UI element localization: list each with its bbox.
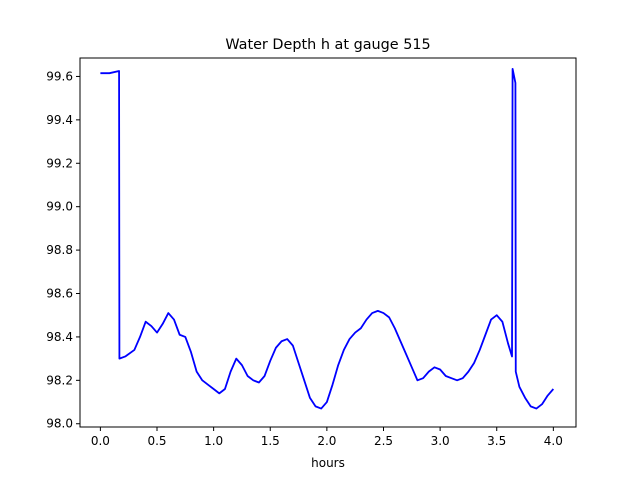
x-axis-label: hours (311, 456, 345, 470)
x-tick-label: 1.0 (204, 434, 223, 448)
axes-frame (79, 57, 577, 428)
y-tick-label: 98.8 (46, 243, 73, 257)
x-tick-label: 2.0 (317, 434, 336, 448)
y-tick-label: 98.4 (46, 330, 73, 344)
y-tick-label: 98.2 (46, 373, 73, 387)
y-tick-label: 99.0 (46, 200, 73, 214)
y-tick-label: 99.4 (46, 113, 73, 127)
x-tick-label: 2.5 (374, 434, 393, 448)
plot-area (100, 67, 555, 410)
x-axis-ticks: 0.0 0.5 1.0 1.5 2.0 2.5 3.0 3.5 4.0 (91, 427, 563, 448)
y-tick-label: 98.0 (46, 417, 73, 431)
y-tick-label: 99.6 (46, 69, 73, 83)
x-tick-label: 4.0 (544, 434, 563, 448)
x-tick-label: 0.0 (91, 434, 110, 448)
x-tick-label: 0.5 (147, 434, 166, 448)
series-line-0 (100, 67, 555, 410)
x-tick-label: 3.0 (431, 434, 450, 448)
y-tick-label: 98.6 (46, 287, 73, 301)
chart-title: Water Depth h at gauge 515 (225, 37, 430, 53)
x-tick-label: 3.5 (487, 434, 506, 448)
y-tick-label: 99.2 (46, 156, 73, 170)
x-tick-label: 1.5 (261, 434, 280, 448)
y-axis-ticks: 98.0 98.2 98.4 98.6 98.8 99.0 99.2 99.4 99.6 (46, 69, 80, 431)
